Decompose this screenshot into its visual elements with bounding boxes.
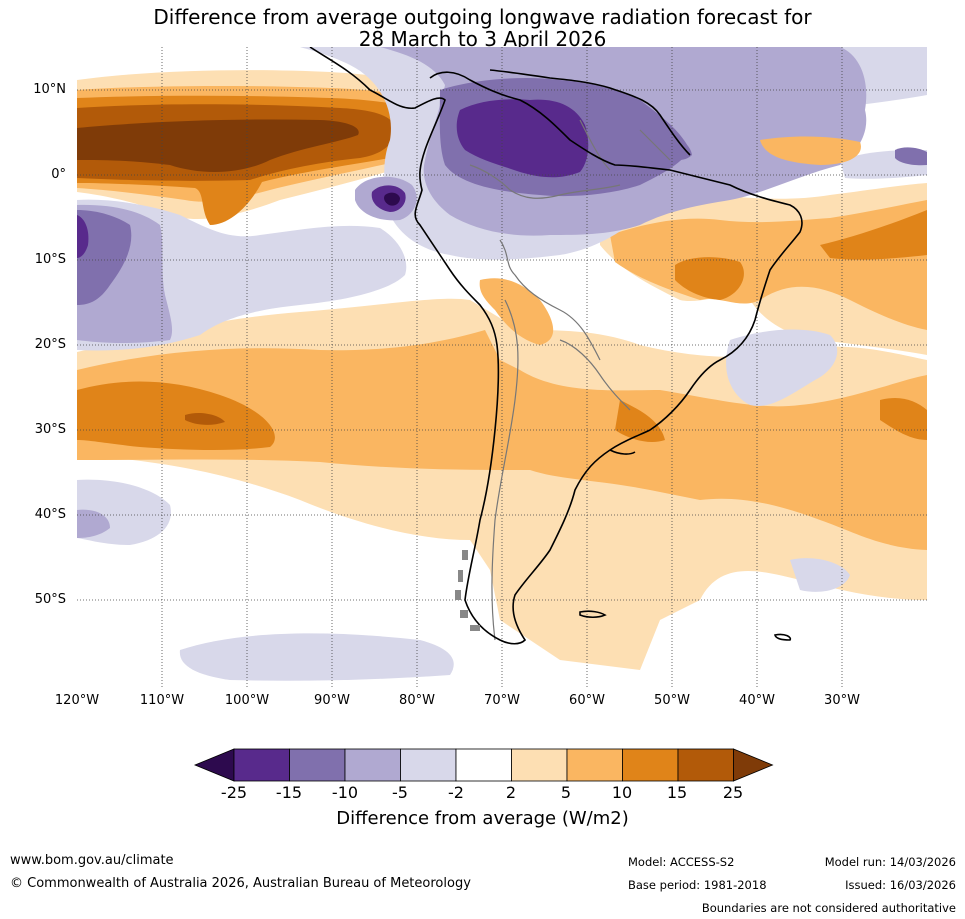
colorbar-swatch (344, 748, 401, 782)
lat-label: 30°S (34, 422, 66, 437)
colorbar-swatch (400, 748, 457, 782)
copyright-text: © Commonwealth of Australia 2026, Austra… (10, 876, 471, 891)
lon-label: 120°W (54, 693, 100, 708)
map-title-line1: Difference from average outgoing longwav… (153, 5, 812, 29)
colorbar-tick-label: -25 (220, 783, 248, 802)
colorbar-swatch (622, 748, 679, 782)
country-borders (469, 119, 671, 641)
anomaly-region-galapagos-neg-dark (384, 192, 400, 206)
coastline (309, 47, 803, 645)
colorbar-tick-label: -5 (392, 783, 408, 802)
colorbar-tick-label: -15 (275, 783, 303, 802)
anomaly-region-brazil-se-neg (726, 329, 838, 406)
lon-label: 80°W (399, 693, 435, 708)
lat-label: 10°N (33, 82, 66, 97)
colorbar-swatch (233, 748, 290, 782)
colorbar-swatch (566, 748, 623, 782)
lat-label: 40°S (34, 507, 66, 522)
anomaly-region-south-atlantic-neg (790, 558, 850, 592)
anomaly-region-atlantic-ne-neg-mid (895, 147, 927, 166)
lon-label: 60°W (569, 693, 605, 708)
anomaly-region-amazon-neg-dark (456, 99, 589, 178)
lon-label: 100°W (224, 693, 270, 708)
colorbar-tick-label: 10 (611, 783, 633, 802)
anomaly-region-brazil-pos-mid (610, 200, 927, 330)
colorbar-tick-label: 25 (722, 783, 744, 802)
map-title-line2: 28 March to 3 April 2026 (358, 27, 607, 51)
anomaly-region-brazil-pos-dark (675, 257, 744, 300)
anomaly-region-guiana-neg (660, 138, 692, 161)
lat-label: 20°S (34, 337, 66, 352)
lat-label: 10°S (34, 252, 66, 267)
issued-date: Issued: 16/03/2026 (845, 878, 956, 892)
olr-anomaly-map (77, 47, 927, 687)
lon-label: 90°W (314, 693, 350, 708)
boundaries-disclaimer: Boundaries are not considered authoritat… (701, 901, 956, 915)
anomaly-region-argentina-pos (615, 400, 665, 442)
model-name: Model: ACCESS-S2 (628, 855, 735, 869)
anomaly-region-far-south-neg (179, 633, 454, 681)
anomaly-region-south-pos-darker (185, 412, 225, 425)
lon-label: 40°W (739, 693, 775, 708)
colorbar-extend-max (733, 748, 774, 782)
lon-label: 30°W (824, 693, 860, 708)
anomaly-region-atlantic-east-pos (820, 210, 927, 260)
lon-label: 70°W (484, 693, 520, 708)
colorbar-title: Difference from average (W/m2) (336, 808, 629, 829)
colorbar-tick-label: -10 (331, 783, 359, 802)
lon-label: 50°W (654, 693, 690, 708)
base-period: Base period: 1981-2018 (628, 878, 767, 892)
anomaly-region-south-pos-dark (77, 381, 275, 451)
anomaly-region-north-atlantic-pos (760, 136, 861, 165)
colorbar-extend-min (193, 748, 235, 782)
anomaly-region-se-pacific-neg-darker (77, 215, 89, 258)
anomaly-region-altiplano-pos (479, 278, 554, 345)
colorbar-tick-label: 15 (666, 783, 688, 802)
anomaly-region-atlantic-pos-mid (880, 398, 927, 440)
anomaly-region-south-pacific-neg-mid (77, 509, 110, 538)
lat-label: 0° (51, 167, 66, 182)
colorbar-swatch (289, 748, 346, 782)
colorbar-tick-label: -2 (448, 783, 464, 802)
graticule (77, 47, 927, 687)
colorbar-tick-label: 5 (560, 783, 572, 802)
colorbar-tick-label: 2 (505, 783, 517, 802)
colorbar-swatch (455, 748, 512, 782)
colorbar-swatch (511, 748, 568, 782)
model-run-date: Model run: 14/03/2026 (824, 855, 956, 869)
lat-label: 50°S (34, 592, 66, 607)
archipelago (455, 550, 480, 631)
lon-label: 110°W (139, 693, 185, 708)
anomaly-region-pacific-pos-darkest (77, 119, 359, 172)
anomaly-region-se-pacific-neg-dark (77, 210, 132, 305)
colorbar-swatch (677, 748, 734, 782)
website-link[interactable]: www.bom.gov.au/climate (10, 853, 174, 868)
